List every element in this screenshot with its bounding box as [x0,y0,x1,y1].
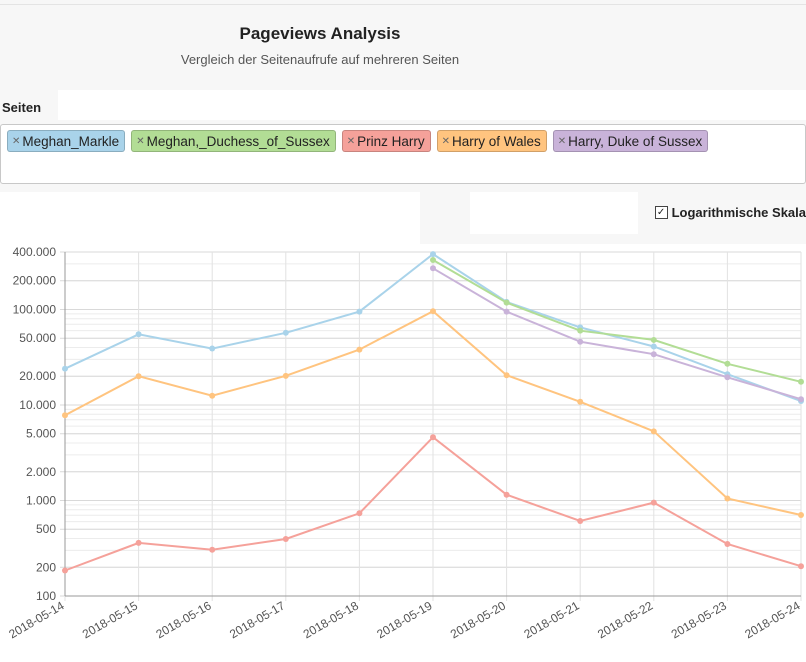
page-tag[interactable]: ✕ Harry, Duke of Sussex [552,130,709,152]
data-point [650,336,657,343]
remove-icon[interactable]: ✕ [346,135,356,147]
y-tick-label: 50.000 [19,331,56,345]
x-tick-label: 2018-05-22 [595,598,655,641]
remove-icon[interactable]: ✕ [557,135,567,147]
x-tick-label: 2018-05-14 [6,598,66,641]
data-point [356,510,363,517]
data-point [577,338,584,345]
data-point [430,308,436,315]
data-point [798,511,804,518]
data-point [577,398,584,405]
y-tick-label: 10.000 [19,398,56,412]
data-point [135,539,142,546]
y-tick-label: 100 [36,589,56,603]
y-tick-label: 200 [36,560,56,574]
x-tick-label: 2018-05-18 [301,598,361,641]
data-point [62,412,68,419]
data-point [62,365,68,372]
data-point [650,343,657,350]
page-title: Pageviews Analysis [239,24,401,43]
x-tick-label: 2018-05-24 [742,598,802,641]
remove-icon[interactable]: ✕ [12,135,21,147]
data-point [430,256,436,263]
data-point [650,499,657,506]
page-tag[interactable]: ✕ Harry of Wales [436,130,547,152]
series-line [432,267,802,401]
page-tag-label: Harry, Duke of Sussex [568,133,703,149]
data-point [724,495,731,502]
data-point [356,308,363,315]
page-tag-label: Prinz Harry [357,133,425,149]
data-point [650,428,657,435]
x-tick-label: 2018-05-17 [227,598,287,641]
y-tick-label: 100.000 [13,302,57,316]
data-point [577,327,584,334]
data-point [724,541,731,548]
pages-select-input[interactable]: ✕ Meghan_Markle ✕ Meghan,_Duchess_of_Susse… [0,124,806,184]
page-tag-label: Harry of Wales [452,133,541,149]
x-tick-label: 2018-05-19 [374,598,434,641]
pages-label: Seiten [2,100,42,115]
y-tick-label: 500 [36,522,56,536]
data-point [650,351,657,358]
data-point [503,491,510,498]
data-point [209,392,216,399]
data-point [209,345,216,352]
data-point [724,374,731,381]
page-tags: ✕ Meghan_Markle ✕ Meghan,_Duchess_of_Susse… [7,130,709,152]
page-tag[interactable]: ✕ Prinz Harry [341,130,431,152]
page-tag[interactable]: ✕ Meghan_Markle [7,130,126,152]
data-point [135,373,142,380]
data-point [430,265,436,272]
data-point [577,518,584,525]
page-tag-label: Meghan_Markle [22,133,120,149]
data-point [282,536,289,543]
data-point [282,329,289,336]
y-tick-label: 2.000 [26,465,56,479]
data-point [724,360,731,367]
data-point [135,331,142,338]
settings-panel [470,192,638,234]
form-panel [58,90,806,120]
data-point [798,378,804,385]
y-tick-label: 400.000 [13,245,57,259]
data-point [430,434,436,441]
x-tick-label: 2018-05-15 [80,598,140,641]
series-line [432,259,802,383]
remove-icon[interactable]: ✕ [441,135,451,147]
remove-icon[interactable]: ✕ [136,135,145,147]
y-tick-label: 1.000 [26,493,56,507]
data-point [62,567,68,574]
data-point [503,299,510,306]
data-point [798,563,804,570]
chart-container: 400.000 200.000 100.000 50.000 20.000 10.000 5… [0,244,806,662]
y-tick-label: 200.000 [13,274,57,288]
data-point [356,346,363,353]
data-point [503,308,510,315]
data-point [798,396,804,403]
line-chart: 400.000 200.000 100.000 50.000 20.000 10.000 5… [6,245,804,641]
x-tick-label: 2018-05-20 [448,598,508,641]
x-tick-label: 2018-05-23 [669,598,729,641]
log-scale-toggle[interactable]: ✓ Logarithmische Skala [654,205,806,220]
log-scale-checkbox[interactable]: ✓ [654,206,668,219]
page-subtitle: Vergleich der Seitenaufrufe auf mehreren… [180,52,460,67]
y-tick-label: 20.000 [19,369,56,383]
settings-panel [0,192,420,244]
x-tick-label: 2018-05-21 [522,598,582,641]
top-divider [0,4,806,5]
x-tick-label: 2018-05-16 [154,598,214,641]
data-point [209,546,216,553]
page-tag[interactable]: ✕ Meghan,_Duchess_of_Sussex [131,130,336,152]
page-tag-label: Meghan,_Duchess_of_Sussex [146,133,330,149]
data-point [282,372,289,379]
data-point [503,372,510,379]
data-point [430,251,436,258]
y-tick-label: 5.000 [26,427,56,441]
log-scale-label: Logarithmische Skala [671,205,806,220]
